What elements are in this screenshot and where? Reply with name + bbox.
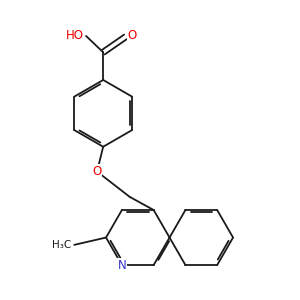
Text: HO: HO [66,29,84,42]
Text: O: O [128,29,137,42]
Text: N: N [118,259,126,272]
Text: H₃C: H₃C [52,240,72,250]
Text: O: O [92,165,102,178]
